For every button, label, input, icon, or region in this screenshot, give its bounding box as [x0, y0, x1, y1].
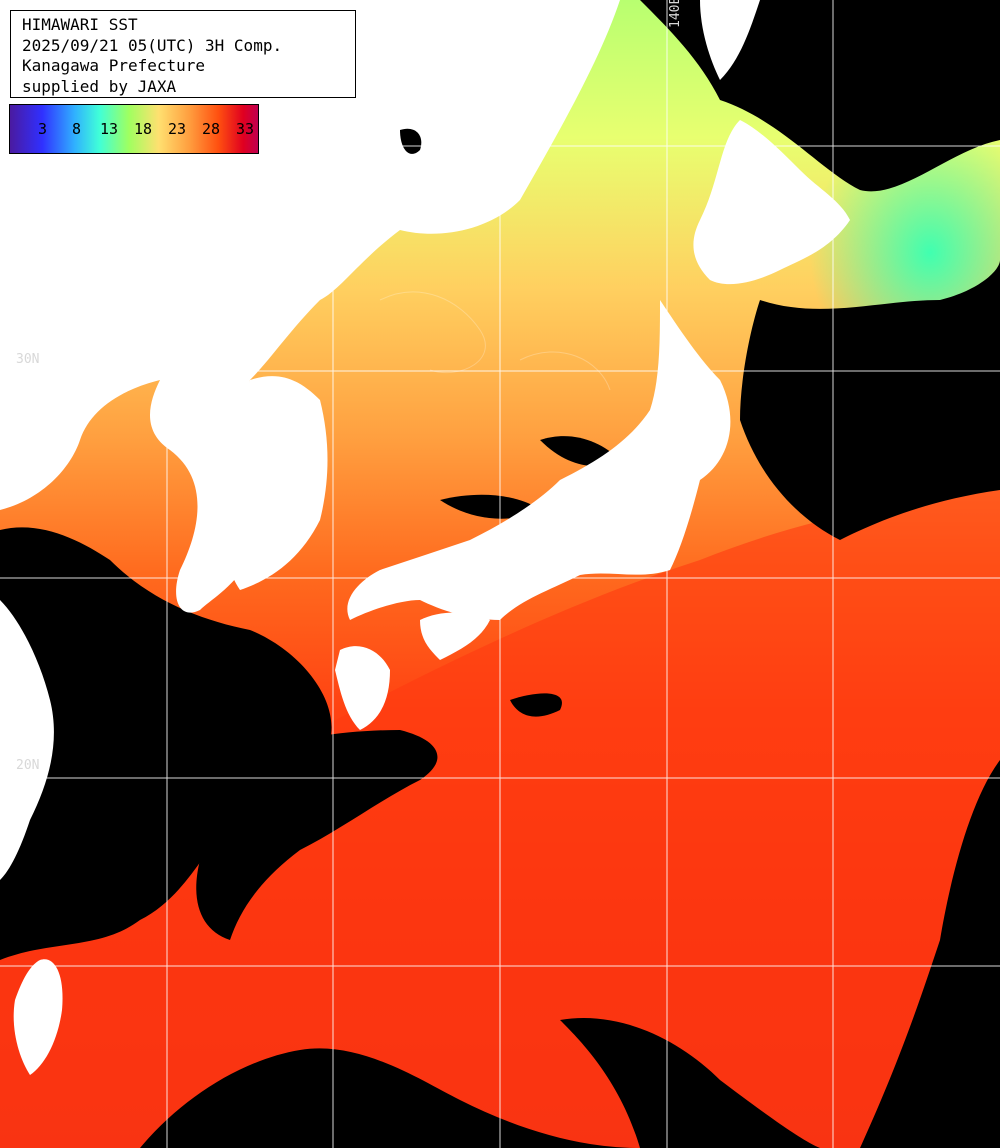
title-line-product: HIMAWARI SST: [22, 15, 138, 34]
legend-tick-13: 13: [100, 120, 119, 138]
color-scale-legend: 3 8 13 18 23 28 33: [9, 104, 259, 154]
title-line-supplier: supplied by JAXA: [22, 76, 177, 96]
title-line-datetime: 2025/09/21 05(UTC) 3H Comp.: [22, 35, 283, 55]
legend-tick-23: 23: [168, 120, 187, 138]
legend-tick-8: 8: [72, 120, 82, 138]
legend-tick-33: 33: [236, 120, 255, 138]
lat-label-30n: 30N: [16, 352, 40, 367]
lon-label-140e: 140E: [668, 0, 683, 28]
title-box: HIMAWARI SST 2025/09/21 05(UTC) 3H Comp.…: [10, 10, 356, 98]
legend-tick-3: 3: [38, 120, 48, 138]
legend-tick-18: 18: [134, 120, 153, 138]
lat-label-20n: 20N: [16, 758, 40, 773]
legend-tick-28: 28: [202, 120, 221, 138]
title-line-region: Kanagawa Prefecture: [22, 56, 206, 75]
